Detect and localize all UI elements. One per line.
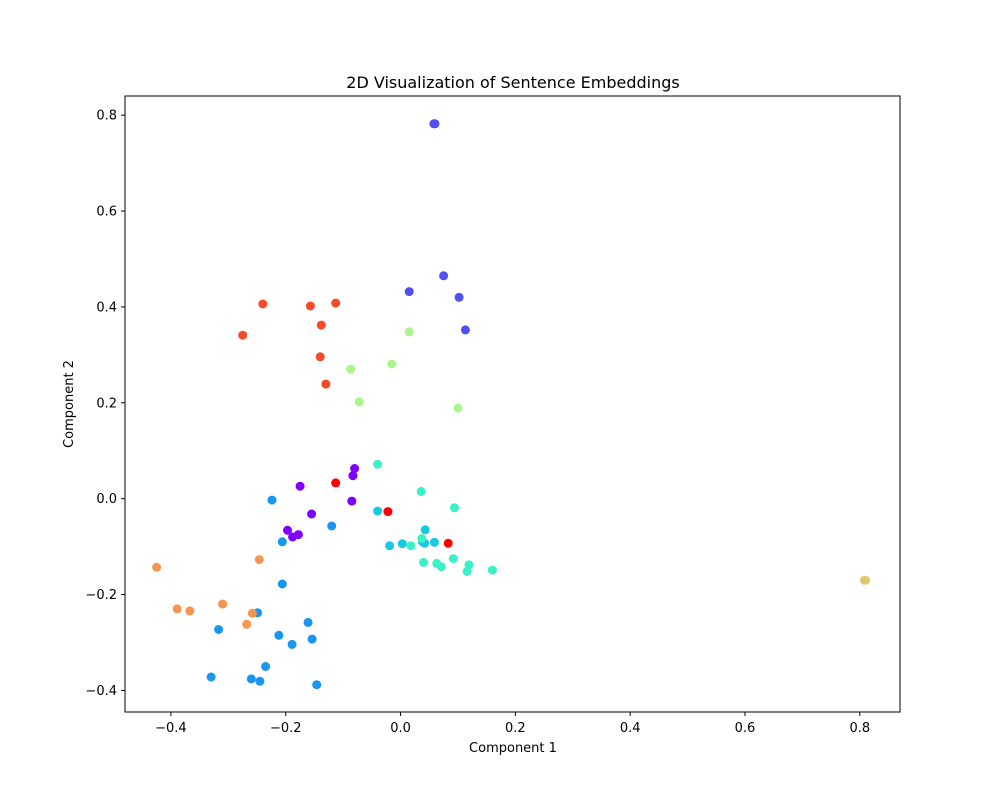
chart-title: 2D Visualization of Sentence Embeddings [346,73,679,92]
data-point [327,521,337,531]
data-point [462,567,472,576]
data-point [312,680,322,690]
data-point [354,397,364,407]
data-point [383,507,393,517]
x-tick-label: 0.8 [849,721,870,736]
data-point [321,379,331,389]
data-point [258,299,268,309]
data-point [254,555,264,565]
x-axis-label: Component 1 [469,741,557,756]
y-tick-label: 0.6 [96,205,117,220]
data-point [305,301,315,311]
data-point [460,325,470,335]
data-point [277,537,287,547]
data-point [350,464,360,473]
data-point [417,534,427,543]
data-point [261,662,271,671]
data-point [436,562,446,572]
data-point [242,619,252,629]
data-point [267,495,277,505]
data-point [404,327,414,337]
data-point [430,119,440,129]
data-point [416,487,426,496]
data-point [404,287,414,297]
data-point [307,509,317,519]
x-axis: −0.4 −0.2 0.0 0.2 0.4 0.6 0.8 [155,712,870,736]
data-point [443,538,453,548]
data-point [429,537,439,547]
plot-area-frame [124,95,901,713]
data-point [373,506,383,516]
data-point [454,292,464,302]
data-point [185,606,195,616]
y-axis: −0.4 −0.2 0.0 0.2 0.4 0.6 0.8 [85,109,125,699]
data-point [373,459,383,469]
data-point [206,672,216,682]
data-point [347,496,357,506]
y-tick-label: −0.4 [85,684,117,699]
y-axis-label: Component 2 [62,360,77,448]
data-point [274,630,284,640]
data-point [293,530,303,540]
data-point [331,298,341,308]
data-point [277,579,287,589]
y-tick-label: 0.8 [96,109,117,124]
data-point [246,674,256,684]
data-point [316,320,326,330]
data-point [348,471,358,481]
x-tick-label: −0.2 [270,721,302,736]
data-point [307,634,317,644]
data-point [315,352,325,362]
data-point [247,608,257,618]
x-tick-label: 0.4 [620,721,641,736]
data-point [346,364,356,374]
data-point [419,557,428,567]
x-tick-label: 0.6 [735,721,756,736]
data-point [283,525,292,535]
x-tick-label: 0.2 [505,721,526,736]
data-point [331,478,341,488]
data-point [453,403,463,413]
data-point [387,359,397,369]
data-point [439,271,449,281]
data-point [450,503,459,513]
data-point [861,575,871,585]
data-point [218,599,228,609]
data-point [397,539,407,549]
data-point [287,639,297,649]
data-point [172,604,182,614]
y-tick-label: −0.2 [85,588,117,603]
points-layer [152,119,871,690]
data-point [238,330,248,340]
data-point [385,541,395,551]
data-point [487,565,497,575]
y-tick-label: 0.0 [96,492,117,507]
data-point [295,481,305,491]
data-point [214,625,224,634]
data-point [303,617,313,627]
y-tick-label: 0.4 [96,300,117,315]
y-tick-label: 0.2 [96,396,117,411]
data-point [448,554,458,564]
data-point [255,676,265,686]
data-point [406,541,416,551]
x-tick-label: −0.4 [155,721,187,736]
data-point [420,525,430,535]
x-tick-label: 0.0 [390,721,411,736]
data-point [152,562,162,572]
